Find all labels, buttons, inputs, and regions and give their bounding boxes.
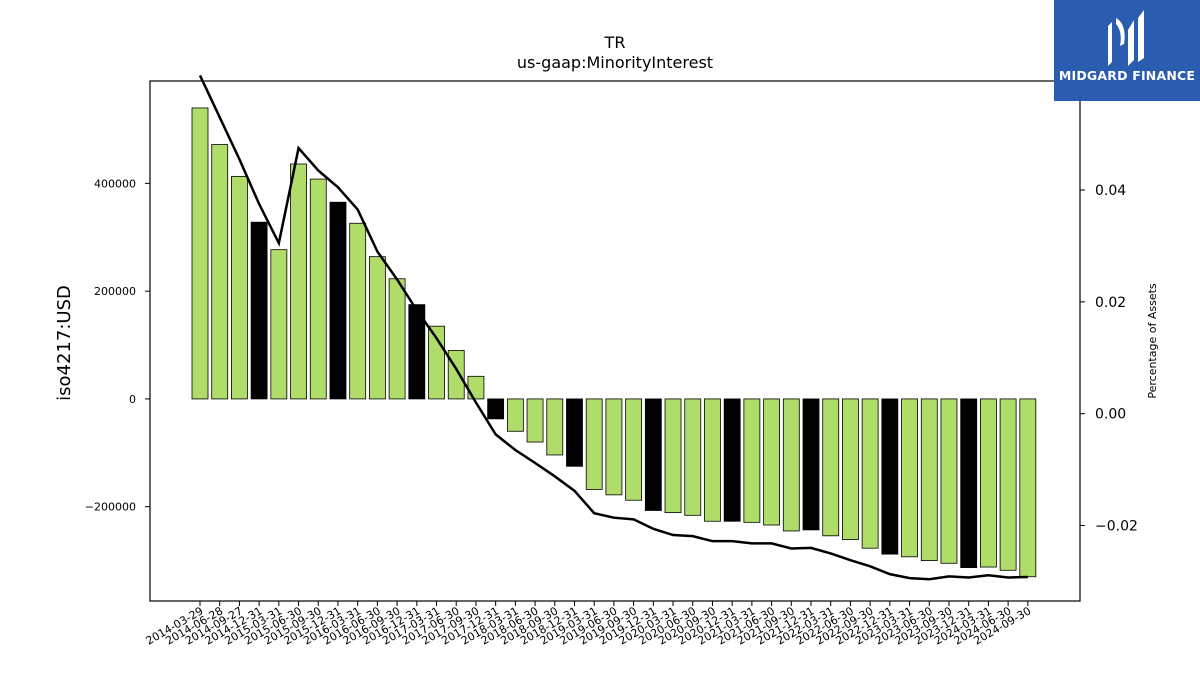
pct-assets-line-series bbox=[198, 74, 1028, 581]
y-axis-left: −200000 0 200000 400000 bbox=[85, 177, 150, 514]
bar-2019-12-31 bbox=[644, 398, 662, 511]
y-tick-label: 200000 bbox=[94, 285, 136, 298]
bar-2022-09-30 bbox=[861, 398, 879, 549]
bar-2022-06-30 bbox=[842, 398, 859, 540]
bar-2024-03-31 bbox=[980, 398, 997, 568]
bar-2018-09-30 bbox=[546, 398, 564, 456]
bar-2017-06-30 bbox=[447, 350, 465, 400]
bar-2015-12-31 bbox=[329, 201, 347, 400]
bar-2020-12-31 bbox=[723, 398, 741, 522]
bar-2021-09-30 bbox=[782, 398, 800, 532]
y2-tick-label: 0.02 bbox=[1095, 295, 1126, 311]
bar-2015-06-30 bbox=[290, 163, 307, 400]
bar-2016-12-31 bbox=[408, 304, 426, 400]
bar-2023-09-30 bbox=[940, 398, 958, 564]
bar-2014-03-29 bbox=[191, 107, 209, 400]
bar-2016-09-30 bbox=[388, 278, 406, 400]
y2-tick-label: −0.02 bbox=[1095, 519, 1138, 535]
y2-axis-label: Percentage of Assets bbox=[1146, 283, 1159, 399]
bar-2017-12-31 bbox=[487, 398, 505, 420]
bar-2018-03-31 bbox=[506, 398, 524, 432]
bar-2022-12-31 bbox=[881, 398, 899, 555]
y-tick-label: 0 bbox=[129, 393, 136, 406]
bar-2015-03-31 bbox=[270, 249, 288, 400]
bar-2021-06-30 bbox=[763, 398, 780, 526]
bar-2020-09-30 bbox=[704, 398, 721, 522]
plot-frame bbox=[149, 80, 1081, 602]
y2-tick-label: 0.00 bbox=[1095, 407, 1126, 423]
y-axis-right: −0.020.000.020.040.06 bbox=[1080, 71, 1138, 535]
bar-2020-03-31 bbox=[664, 398, 682, 514]
bar-2024-09-30 bbox=[1019, 398, 1037, 578]
bar-2014-06-28 bbox=[211, 144, 229, 400]
bar-2014-12-31 bbox=[250, 221, 268, 400]
bar-2022-03-31 bbox=[822, 398, 840, 537]
bar-2016-06-30 bbox=[368, 256, 386, 400]
bar-2023-06-30 bbox=[920, 398, 938, 561]
pct-assets-line bbox=[198, 74, 1028, 581]
logo-mark-icon bbox=[1108, 10, 1144, 66]
bar-2021-12-31 bbox=[802, 398, 820, 531]
bar-2017-09-30 bbox=[467, 375, 485, 400]
bar-2019-09-30 bbox=[625, 398, 643, 501]
bar-2020-06-30 bbox=[684, 398, 702, 516]
bar-2023-12-31 bbox=[960, 398, 978, 568]
bar-2024-06-30 bbox=[999, 398, 1017, 571]
chart-title: TR bbox=[604, 33, 626, 52]
x-axis: 2014-03-292014-06-282014-09-272014-12-31… bbox=[144, 601, 1033, 648]
y2-tick-label: 0.04 bbox=[1095, 183, 1126, 199]
bar-2019-06-30 bbox=[605, 398, 623, 496]
y-tick-label: −200000 bbox=[85, 501, 136, 514]
bar-series bbox=[191, 107, 1037, 578]
bar-2018-12-31 bbox=[566, 398, 583, 467]
y-axis-label: iso4217:USD bbox=[54, 285, 75, 401]
brand-logo: MIDGARD FINANCE bbox=[1054, 0, 1200, 101]
y-tick-label: 400000 bbox=[94, 177, 136, 190]
bar-2014-09-27 bbox=[231, 175, 248, 400]
bar-2015-09-30 bbox=[309, 178, 327, 400]
bar-2023-03-31 bbox=[901, 398, 918, 558]
bar-2019-03-31 bbox=[585, 398, 603, 490]
logo-text: MIDGARD FINANCE bbox=[1058, 68, 1196, 83]
bar-2021-03-31 bbox=[743, 398, 761, 523]
chart-subtitle: us-gaap:MinorityInterest bbox=[517, 53, 713, 72]
bar-2018-06-30 bbox=[526, 398, 544, 443]
bar-2016-03-31 bbox=[349, 222, 367, 400]
